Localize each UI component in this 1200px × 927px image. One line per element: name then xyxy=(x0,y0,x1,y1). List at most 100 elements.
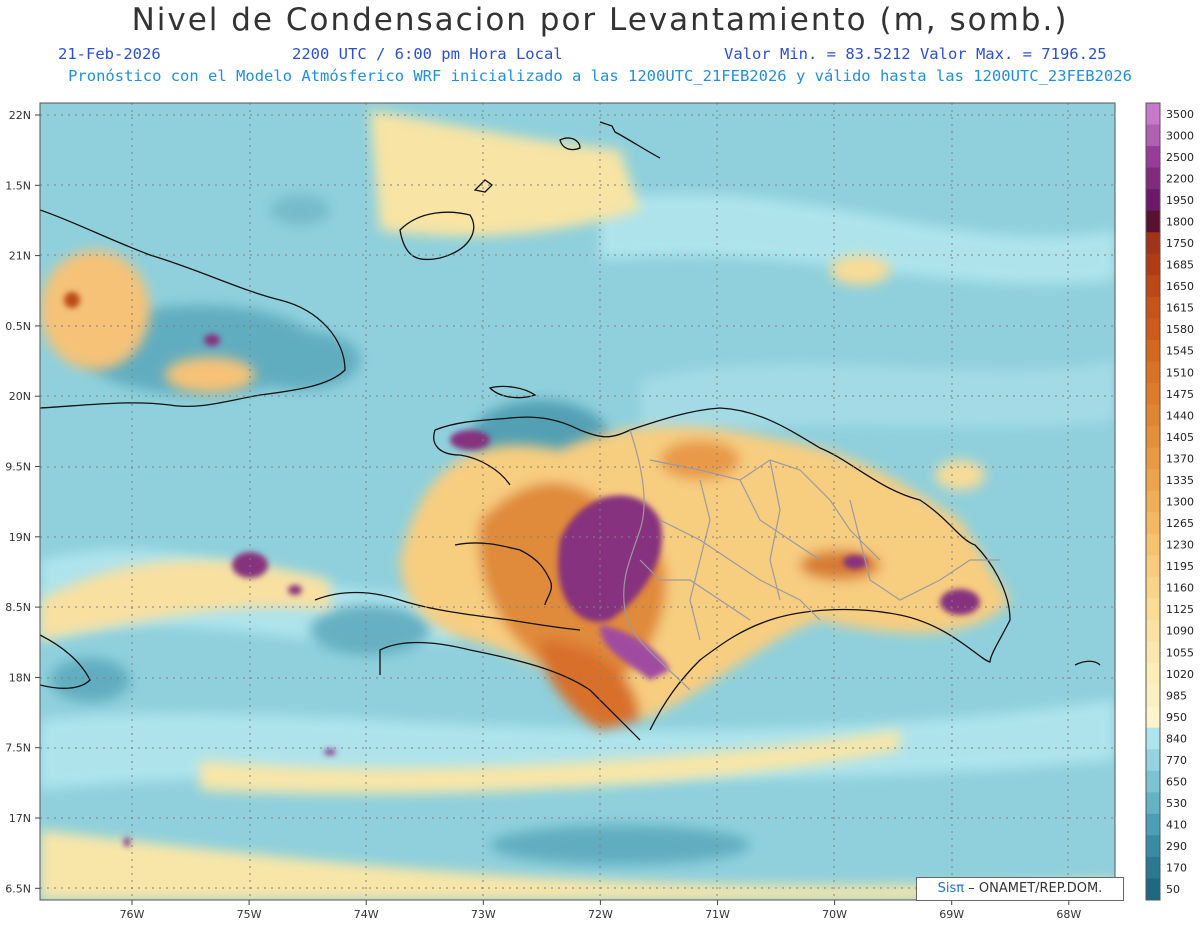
colorbar-swatch xyxy=(1146,275,1160,298)
lat-label: 19N xyxy=(9,531,31,544)
colorbar-swatch xyxy=(1146,792,1160,815)
colorbar-swatch xyxy=(1146,189,1160,212)
colorbar-swatch xyxy=(1146,124,1160,147)
colorbar-swatch xyxy=(1146,426,1160,449)
colorbar-label: 530 xyxy=(1166,797,1187,810)
colorbar-label: 50 xyxy=(1166,883,1180,896)
colorbar-swatch xyxy=(1146,663,1160,686)
colorbar-label: 1685 xyxy=(1166,259,1194,272)
lon-label: 75W xyxy=(237,908,262,921)
colorbar-label: 1950 xyxy=(1166,194,1194,207)
colorbar-swatch xyxy=(1146,253,1160,276)
colorbar-label: 1800 xyxy=(1166,215,1194,228)
colorbar-swatch xyxy=(1146,555,1160,578)
colorbar-swatch xyxy=(1146,318,1160,341)
colorbar-swatch xyxy=(1146,749,1160,772)
colorbar-swatch xyxy=(1146,856,1160,879)
lon-label: 68W xyxy=(1056,908,1081,921)
colorbar-label: 3000 xyxy=(1166,129,1194,142)
colorbar-swatch xyxy=(1146,576,1160,599)
lat-label: 7.5N xyxy=(5,742,31,755)
colorbar-swatch xyxy=(1146,684,1160,707)
colorbar-label: 3500 xyxy=(1166,108,1194,121)
colorbar-swatch xyxy=(1146,490,1160,513)
model-info: Pronóstico con el Modelo Atmósferico WRF… xyxy=(68,67,1132,85)
colorbar-swatch xyxy=(1146,770,1160,793)
colorbar-label: 1545 xyxy=(1166,345,1194,358)
coastlines xyxy=(40,121,1101,741)
shaded-field xyxy=(40,103,1115,900)
lat-label: 0.5N xyxy=(5,320,31,333)
colorbar-swatch xyxy=(1146,103,1160,126)
plot-frame xyxy=(39,102,1116,901)
colorbar-label: 1580 xyxy=(1166,323,1194,336)
colorbar-swatch xyxy=(1146,469,1160,492)
lon-label: 74W xyxy=(354,908,379,921)
lat-label: 18N xyxy=(9,671,31,684)
colorbar-label: 1615 xyxy=(1166,302,1194,315)
colorbar-label: 650 xyxy=(1166,776,1187,789)
colorbar-label: 410 xyxy=(1166,819,1187,832)
colorbar-swatch xyxy=(1146,813,1160,836)
colorbar-swatch xyxy=(1146,447,1160,470)
badge-org: – ONAMET/REP.DOM. xyxy=(968,881,1103,896)
colorbar-swatch xyxy=(1146,232,1160,255)
credit-badge: Sisπ – ONAMET/REP.DOM. xyxy=(916,877,1124,901)
colorbar-swatch xyxy=(1146,512,1160,535)
colorbar-swatch xyxy=(1146,619,1160,643)
colorbar-label: 290 xyxy=(1166,840,1187,853)
lon-label: 70W xyxy=(822,908,847,921)
forecast-time: 2200 UTC / 6:00 pm Hora Local xyxy=(292,45,563,63)
colorbar-swatch xyxy=(1146,641,1160,664)
colorbar-swatch xyxy=(1146,339,1160,362)
colorbar-label: 770 xyxy=(1166,754,1187,767)
badge-brand: Sisπ xyxy=(937,881,965,896)
lat-label: 8.5N xyxy=(5,601,31,614)
colorbar-label: 1510 xyxy=(1166,366,1194,379)
colorbar-swatch xyxy=(1146,706,1160,729)
colorbar-label: 1750 xyxy=(1166,237,1194,250)
colorbar-swatch xyxy=(1146,361,1160,384)
colorbar-label: 1650 xyxy=(1166,280,1194,293)
min-max-values: Valor Min. = 83.5212 Valor Max. = 7196.2… xyxy=(724,45,1107,63)
forecast-date: 21-Feb-2026 xyxy=(58,45,161,63)
colorbar-swatch xyxy=(1146,598,1160,621)
colorbar-swatch xyxy=(1146,835,1160,858)
page-title: Nivel de Condensacion por Levantamiento … xyxy=(131,2,1069,38)
lon-label: 76W xyxy=(120,908,145,921)
colorbar-label: 1020 xyxy=(1166,668,1194,681)
lat-label: 17N xyxy=(9,812,31,825)
colorbar-label: 840 xyxy=(1166,732,1187,745)
colorbar-label: 1195 xyxy=(1166,560,1194,573)
colorbar-label: 2200 xyxy=(1166,172,1194,185)
colorbar-label: 2500 xyxy=(1166,151,1194,164)
colorbar-label: 1300 xyxy=(1166,496,1194,509)
colorbar-label: 1125 xyxy=(1166,603,1194,616)
latitude-axis: 22N 1.5N 21N 0.5N 20N 9.5N 19N 8.5N 18N 7.5N 17N 6.… xyxy=(5,109,40,895)
colorbar-swatch xyxy=(1146,383,1160,406)
lon-label: 73W xyxy=(471,908,496,921)
colorbar-label: 1230 xyxy=(1166,539,1194,552)
colorbar-label: 1335 xyxy=(1166,474,1194,487)
colorbar-label: 1370 xyxy=(1166,452,1194,465)
colorbar-frame xyxy=(1145,102,1161,901)
colorbar-label: 1475 xyxy=(1166,388,1194,401)
colorbar-swatch xyxy=(1146,727,1160,750)
lat-label: 1.5N xyxy=(5,179,31,192)
colorbar-swatch xyxy=(1146,146,1160,169)
colorbar-swatch xyxy=(1146,210,1160,233)
lat-label: 6.5N xyxy=(5,882,31,895)
colorbar-label: 1090 xyxy=(1166,625,1194,638)
lon-label: 72W xyxy=(588,908,613,921)
province-borders xyxy=(623,429,1000,691)
colorbar-label: 1055 xyxy=(1166,646,1194,659)
colorbar: 3500 3000 2500 2200 1950 1800 1750 1685 1650 1615… xyxy=(1145,102,1194,901)
colorbar-label: 985 xyxy=(1166,689,1187,702)
colorbar-label: 950 xyxy=(1166,711,1187,724)
colorbar-swatch xyxy=(1146,878,1160,901)
colorbar-swatch xyxy=(1146,404,1160,427)
colorbar-swatch xyxy=(1146,533,1160,556)
colorbar-swatch xyxy=(1146,167,1160,190)
lon-label: 71W xyxy=(705,908,730,921)
